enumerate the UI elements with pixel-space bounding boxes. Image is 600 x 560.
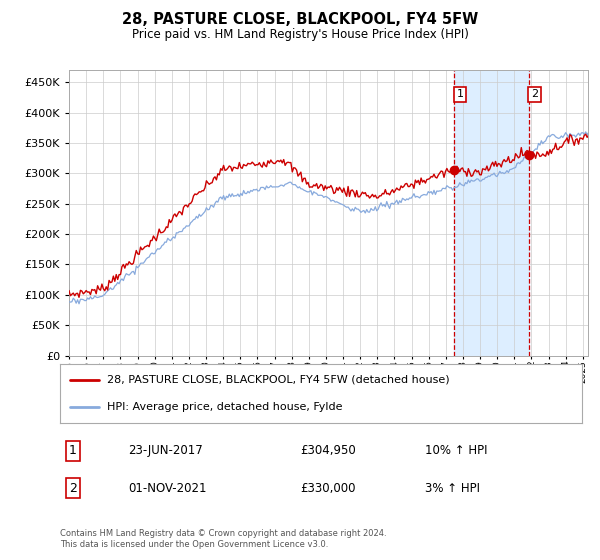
Text: £304,950: £304,950 [300,444,356,457]
Text: 01-NOV-2021: 01-NOV-2021 [128,482,206,494]
Text: Contains HM Land Registry data © Crown copyright and database right 2024.
This d: Contains HM Land Registry data © Crown c… [60,529,386,549]
Bar [454,70,529,356]
Text: 28, PASTURE CLOSE, BLACKPOOL, FY4 5FW: 28, PASTURE CLOSE, BLACKPOOL, FY4 5FW [122,12,478,27]
Text: HPI: Average price, detached house, Fylde: HPI: Average price, detached house, Fyld… [107,402,343,412]
Text: 1: 1 [457,89,463,99]
Text: 3% ↑ HPI: 3% ↑ HPI [425,482,481,494]
Text: 23-JUN-2017: 23-JUN-2017 [128,444,203,457]
Text: £330,000: £330,000 [300,482,356,494]
Text: 2: 2 [69,482,77,494]
Text: 10% ↑ HPI: 10% ↑ HPI [425,444,488,457]
Text: 28, PASTURE CLOSE, BLACKPOOL, FY4 5FW (detached house): 28, PASTURE CLOSE, BLACKPOOL, FY4 5FW (d… [107,375,449,385]
Text: Price paid vs. HM Land Registry's House Price Index (HPI): Price paid vs. HM Land Registry's House … [131,28,469,41]
Text: 1: 1 [69,444,77,457]
Text: 2: 2 [531,89,538,99]
